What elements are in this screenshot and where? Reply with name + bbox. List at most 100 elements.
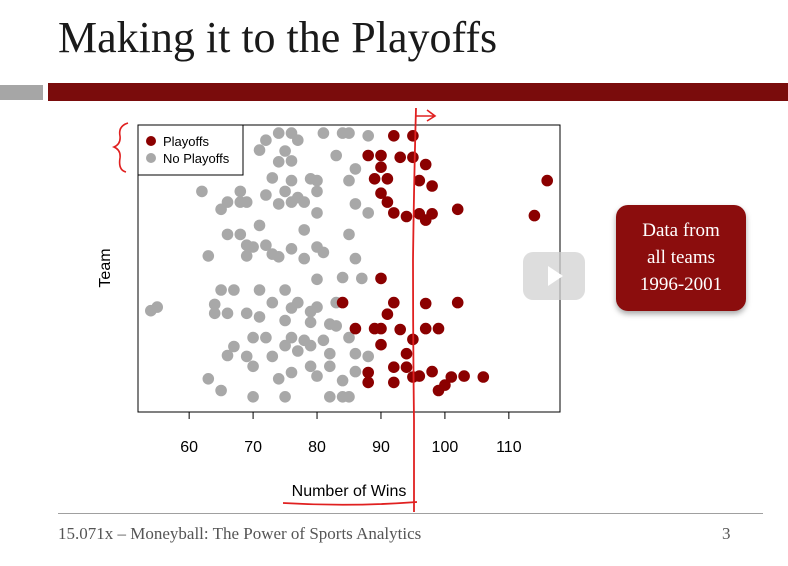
legend-label-no-playoffs: No Playoffs <box>163 151 230 166</box>
point-playoffs <box>419 297 432 310</box>
point-playoffs <box>368 173 381 185</box>
x-tick-label: 110 <box>496 439 522 456</box>
point-no-playoffs <box>317 246 330 259</box>
point-no-playoffs <box>304 316 317 329</box>
point-no-playoffs <box>311 207 323 219</box>
point-no-playoffs <box>240 250 253 262</box>
point-no-playoffs <box>247 360 259 373</box>
point-playoffs <box>362 376 375 389</box>
point-no-playoffs <box>349 163 362 175</box>
point-no-playoffs <box>272 373 285 385</box>
point-playoffs <box>381 173 394 185</box>
point-playoffs <box>419 322 432 335</box>
data-points <box>145 127 553 403</box>
point-playoffs <box>432 322 445 335</box>
point-playoffs <box>375 272 387 285</box>
point-no-playoffs <box>362 350 375 363</box>
point-no-playoffs <box>343 127 355 139</box>
point-no-playoffs <box>208 307 221 320</box>
point-no-playoffs <box>234 185 247 198</box>
point-no-playoffs <box>362 130 375 142</box>
point-no-playoffs <box>330 320 343 332</box>
point-no-playoffs <box>247 241 259 253</box>
point-no-playoffs <box>228 340 240 353</box>
point-playoffs <box>400 210 413 223</box>
point-no-playoffs <box>311 185 323 198</box>
point-playoffs <box>375 338 387 351</box>
point-playoffs <box>451 296 464 309</box>
point-playoffs <box>400 347 413 360</box>
video-play-button[interactable] <box>523 252 585 300</box>
point-playoffs <box>445 371 458 383</box>
point-no-playoffs <box>324 347 336 360</box>
point-no-playoffs <box>260 331 272 344</box>
point-no-playoffs <box>253 144 266 156</box>
point-playoffs <box>458 370 470 382</box>
point-playoffs <box>388 130 400 142</box>
point-no-playoffs <box>324 391 336 403</box>
point-playoffs <box>336 296 349 309</box>
point-no-playoffs <box>247 391 259 403</box>
point-playoffs <box>388 376 400 389</box>
point-no-playoffs <box>202 250 215 262</box>
point-no-playoffs <box>304 360 317 373</box>
x-tick-label: 70 <box>244 439 262 456</box>
header-bar-gray <box>0 85 43 100</box>
point-no-playoffs <box>317 334 330 347</box>
point-no-playoffs <box>266 296 279 309</box>
point-no-playoffs <box>279 185 291 198</box>
point-no-playoffs <box>324 360 336 373</box>
point-no-playoffs <box>272 198 285 210</box>
point-no-playoffs <box>349 347 362 360</box>
x-axis-label: Number of Wins <box>292 483 407 500</box>
point-no-playoffs <box>285 155 298 167</box>
point-no-playoffs <box>215 384 227 397</box>
point-no-playoffs <box>240 196 253 208</box>
point-playoffs <box>477 371 490 383</box>
point-no-playoffs <box>285 366 298 379</box>
point-no-playoffs <box>253 284 266 296</box>
point-playoffs <box>375 187 387 199</box>
point-no-playoffs <box>260 239 272 251</box>
x-tick-label: 60 <box>180 439 198 456</box>
point-no-playoffs <box>196 185 208 198</box>
point-no-playoffs <box>285 243 298 255</box>
point-no-playoffs <box>279 391 291 403</box>
point-no-playoffs <box>330 149 343 162</box>
footer-text: 15.071x – Moneyball: The Power of Sports… <box>58 524 422 543</box>
point-no-playoffs <box>317 127 330 139</box>
legend-marker-playoffs <box>146 136 156 146</box>
point-playoffs <box>349 322 362 335</box>
point-no-playoffs <box>234 228 247 241</box>
point-playoffs <box>528 209 541 222</box>
point-playoffs <box>400 361 413 374</box>
point-no-playoffs <box>349 365 362 378</box>
x-tick-label: 100 <box>432 439 459 456</box>
point-no-playoffs <box>279 284 291 296</box>
point-playoffs <box>375 149 387 162</box>
point-no-playoffs <box>336 374 349 387</box>
point-no-playoffs <box>266 350 279 363</box>
footer-divider <box>58 513 763 514</box>
point-no-playoffs <box>362 207 375 219</box>
point-playoffs <box>407 130 419 142</box>
legend-marker-no-playoffs <box>146 153 156 163</box>
point-no-playoffs <box>221 307 234 320</box>
point-no-playoffs <box>215 284 227 296</box>
point-no-playoffs <box>298 252 311 265</box>
point-no-playoffs <box>253 219 266 232</box>
point-no-playoffs <box>285 331 298 344</box>
point-no-playoffs <box>151 301 163 313</box>
point-playoffs <box>413 174 426 187</box>
annotation-threshold-line <box>412 107 417 512</box>
point-no-playoffs <box>279 314 291 327</box>
point-no-playoffs <box>272 156 285 168</box>
point-no-playoffs <box>272 127 285 139</box>
point-no-playoffs <box>253 311 266 323</box>
point-no-playoffs <box>260 189 272 201</box>
point-playoffs <box>381 308 394 321</box>
legend-label-playoffs: Playoffs <box>163 134 210 149</box>
annotation-arrow <box>416 109 437 122</box>
callout-line: Data from <box>642 220 720 241</box>
